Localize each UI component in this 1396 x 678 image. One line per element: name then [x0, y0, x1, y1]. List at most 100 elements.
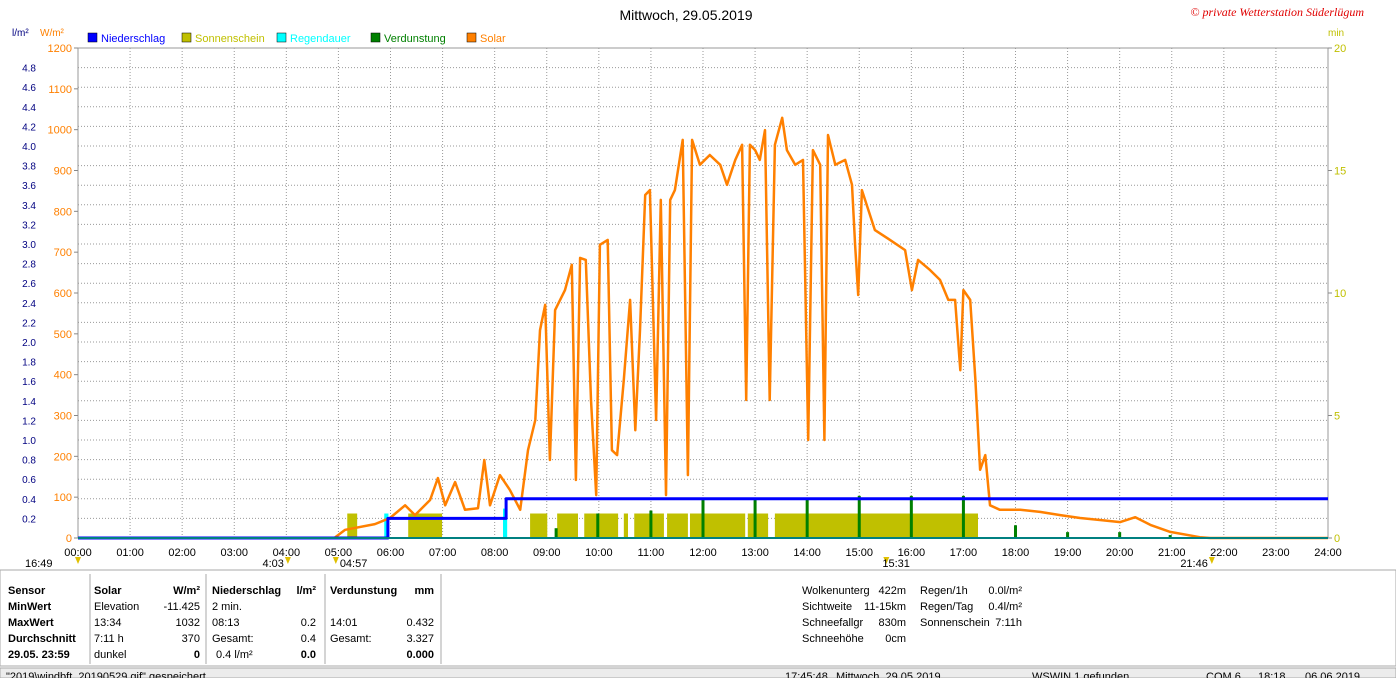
y3-tick-label: 10 [1334, 288, 1346, 300]
info-header: Niederschlag [212, 585, 281, 597]
status-bar [0, 667, 1396, 678]
y2-tick-label: 3.0 [22, 240, 36, 251]
bar [774, 513, 978, 538]
annotation: 4:03 [262, 558, 283, 570]
chart-title: Mittwoch, 29.05.2019 [619, 7, 752, 23]
y-tick-label: 200 [54, 451, 72, 463]
bar [584, 513, 619, 538]
info-panel [0, 569, 1396, 667]
y2-tick-label: 0.8 [22, 456, 36, 467]
x-tick-label: 01:00 [116, 547, 144, 559]
y3-tick-label: 20 [1334, 43, 1346, 55]
status-text: COM 6 [1206, 671, 1241, 678]
marker [883, 557, 890, 564]
y-tick-label: 400 [54, 370, 72, 382]
info-value: 0.4 l/m² [216, 649, 253, 661]
marker [332, 557, 339, 564]
bar [909, 495, 913, 538]
info-value: 3.327 [406, 633, 434, 645]
y-tick-label: 600 [54, 288, 72, 300]
bar [530, 513, 548, 538]
annotation: 04:57 [340, 558, 368, 570]
bar [1118, 532, 1122, 538]
legend-label: Solar [480, 33, 506, 45]
info-label: Regen/Tag [920, 601, 973, 613]
info-value: 0.432 [406, 617, 434, 629]
y2-tick-label: 4.6 [22, 83, 36, 94]
x-tick-label: 09:00 [533, 547, 561, 559]
bar [701, 499, 705, 538]
x-tick-label: 21:00 [1158, 547, 1186, 559]
credit: © private Wetterstation Süderlügum [1190, 5, 1364, 19]
bar [1066, 532, 1070, 538]
marker [1208, 557, 1215, 564]
y2-tick-label: 4.2 [22, 122, 36, 133]
info-header: mm [414, 585, 434, 597]
bar [1014, 525, 1017, 538]
x-tick-label: 22:00 [1210, 547, 1238, 559]
y2-tick-label: 0.6 [22, 475, 36, 486]
bar [689, 513, 746, 538]
y2-tick-label: 3.4 [22, 201, 36, 212]
status-text: "2019\windbft_20190529.gif" gespeichert [6, 671, 206, 678]
bar [634, 513, 664, 538]
y2-tick-label: 1.4 [22, 397, 36, 408]
info-label: Schneehöhe [802, 633, 864, 645]
bar [805, 498, 809, 538]
x-tick-label: 24:00 [1314, 547, 1342, 559]
bar [667, 513, 688, 538]
x-tick-label: 16:00 [898, 547, 926, 559]
info-value: 0.0l/m² [988, 585, 1022, 597]
info-label: MaxWert [8, 617, 54, 629]
x-tick-label: 08:00 [481, 547, 509, 559]
bar [503, 508, 508, 538]
y2-tick-label: 3.8 [22, 162, 36, 173]
info-label: Schneefallgr [802, 617, 863, 629]
y2-tick-label: 3.6 [22, 181, 36, 192]
info-value: 0cm [885, 633, 906, 645]
info-value: 370 [182, 633, 200, 645]
info-value: 0.0 [301, 649, 316, 661]
y-tick-label: 0 [66, 533, 72, 545]
info-label: 29.05. 23:59 [8, 649, 70, 661]
annotation: 21:46 [1180, 558, 1208, 570]
x-tick-label: 03:00 [220, 547, 248, 559]
bar [857, 495, 861, 538]
info-label: Sensor [8, 585, 46, 597]
info-value: 0.2 [301, 617, 316, 629]
y2-tick-label: 1.6 [22, 377, 36, 388]
y2-tick-label: 2.2 [22, 318, 36, 329]
bar [557, 513, 578, 538]
x-tick-label: 11:00 [638, 547, 665, 559]
info-value: dunkel [94, 649, 126, 661]
y2-tick-label: 1.0 [22, 436, 36, 447]
status-text: Mittwoch, 29.05.2019 [836, 671, 941, 678]
plot-frame [77, 47, 1329, 539]
y2-tick-label: 3.2 [22, 220, 36, 231]
annotation: 16:49 [25, 558, 53, 570]
status-text: 18:18 [1258, 671, 1286, 678]
marker [284, 557, 291, 564]
info-label: Sonnenschein [920, 617, 990, 629]
legend-swatch [181, 32, 192, 43]
y2-tick-label: 4.0 [22, 142, 36, 153]
x-tick-label: 18:00 [1002, 547, 1030, 559]
bar [649, 510, 653, 538]
y-axis-label: W/m² [40, 28, 65, 39]
info-value: Elevation [94, 601, 139, 613]
x-tick-label: 17:00 [950, 547, 978, 559]
bar [961, 495, 965, 538]
y-tick-label: 900 [54, 166, 72, 178]
y3-tick-label: 15 [1334, 166, 1346, 178]
info-value: 0.4l/m² [988, 601, 1022, 613]
legend-label: Regendauer [290, 33, 351, 45]
y2-tick-label: 4.4 [22, 103, 36, 114]
y2-tick-label: 1.8 [22, 358, 36, 369]
bar [753, 498, 757, 538]
y2-axis-label: l/m² [12, 28, 29, 39]
info-label: Durchschnitt [8, 633, 76, 645]
status-text: 17:45:48 [785, 671, 828, 678]
x-tick-label: 19:00 [1054, 547, 1082, 559]
